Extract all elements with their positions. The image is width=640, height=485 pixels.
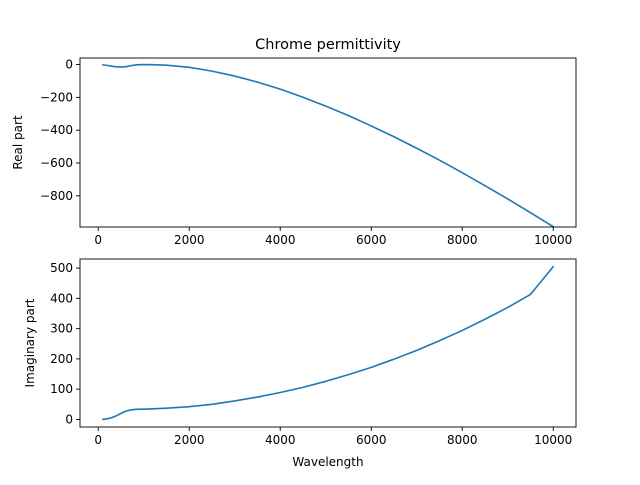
y-tick-label: 300 [50, 322, 73, 336]
x-tick-label: 6000 [356, 233, 387, 247]
y-tick-label: −800 [40, 189, 73, 203]
real-part-panel: 0 2000 4000 6000 8000 10000 0 −200 −400 −600 −800 R… [11, 57, 577, 247]
x-tick-label: 0 [94, 233, 102, 247]
series-line-1-0 [101, 265, 555, 421]
y-tick-label: 400 [50, 291, 73, 305]
y-tick-label: 200 [50, 352, 73, 366]
x-axis-label: Wavelength [292, 455, 363, 469]
x-tick-label: 4000 [265, 433, 296, 447]
axes-frame [79, 57, 577, 228]
y-tick-label: 0 [65, 412, 73, 426]
y-axis-label: Real part [11, 115, 25, 170]
imaginary-part-panel: 0 2000 4000 6000 8000 10000 0 100 200 300 400 500 Im… [23, 258, 577, 469]
x-tick-label: 8000 [447, 233, 478, 247]
series-line-0-0 [101, 63, 555, 228]
y-tick-label: −600 [40, 156, 73, 170]
y-tick-label: 500 [50, 261, 73, 275]
y-tick-label: −400 [40, 123, 73, 137]
y-tick-label: −200 [40, 90, 73, 104]
y-axis-label: Imaginary part [23, 298, 37, 387]
x-tick-label: 10000 [534, 233, 572, 247]
y-tick-label: 0 [65, 58, 73, 72]
x-tick-label: 8000 [447, 433, 478, 447]
chart-title: Chrome permittivity [255, 37, 401, 53]
x-tick-label: 6000 [356, 433, 387, 447]
y-tick-label: 100 [50, 382, 73, 396]
x-tick-label: 4000 [265, 233, 296, 247]
x-tick-label: 10000 [534, 433, 572, 447]
x-tick-label: 2000 [174, 233, 205, 247]
x-tick-label: 0 [94, 433, 102, 447]
axes-frame [79, 258, 577, 428]
x-tick-label: 2000 [174, 433, 205, 447]
